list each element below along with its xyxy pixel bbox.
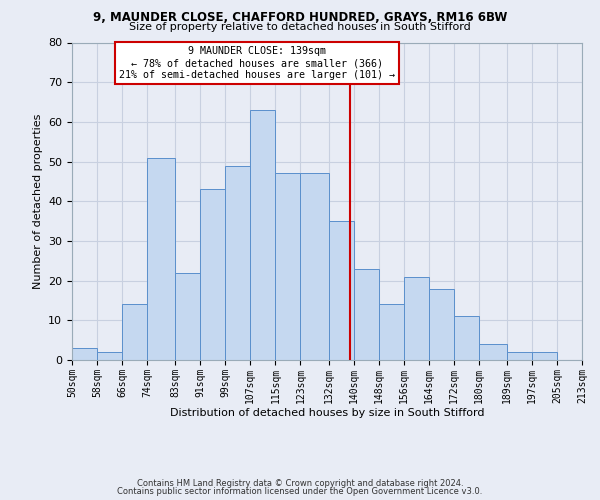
Bar — [379, 304, 404, 360]
Bar — [329, 221, 353, 360]
Bar — [200, 190, 226, 360]
Bar — [97, 352, 122, 360]
Text: Size of property relative to detached houses in South Stifford: Size of property relative to detached ho… — [129, 22, 471, 32]
Bar — [404, 276, 428, 360]
Bar — [122, 304, 147, 360]
Text: Contains HM Land Registry data © Crown copyright and database right 2024.: Contains HM Land Registry data © Crown c… — [137, 478, 463, 488]
Bar — [226, 166, 250, 360]
Bar — [454, 316, 479, 360]
Bar — [250, 110, 275, 360]
X-axis label: Distribution of detached houses by size in South Stifford: Distribution of detached houses by size … — [170, 408, 484, 418]
Bar — [353, 268, 379, 360]
Bar — [532, 352, 557, 360]
Text: 9 MAUNDER CLOSE: 139sqm
← 78% of detached houses are smaller (366)
21% of semi-d: 9 MAUNDER CLOSE: 139sqm ← 78% of detache… — [119, 46, 395, 80]
Bar — [72, 348, 97, 360]
Text: Contains public sector information licensed under the Open Government Licence v3: Contains public sector information licen… — [118, 487, 482, 496]
Bar — [147, 158, 175, 360]
Bar — [428, 288, 454, 360]
Bar — [507, 352, 532, 360]
Bar — [175, 272, 200, 360]
Bar — [301, 174, 329, 360]
Text: 9, MAUNDER CLOSE, CHAFFORD HUNDRED, GRAYS, RM16 6BW: 9, MAUNDER CLOSE, CHAFFORD HUNDRED, GRAY… — [93, 11, 507, 24]
Bar — [479, 344, 507, 360]
Y-axis label: Number of detached properties: Number of detached properties — [32, 114, 43, 289]
Bar — [275, 174, 301, 360]
